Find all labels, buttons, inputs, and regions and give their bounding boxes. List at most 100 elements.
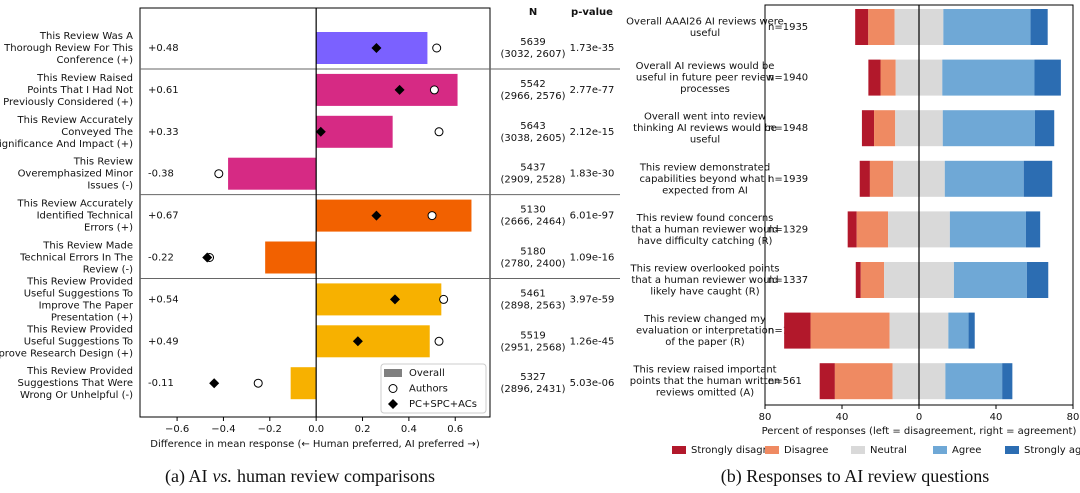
bar-segment [1002,363,1013,400]
category-label: This Review Was A Thorough Review For Thi… [3,31,133,66]
n-label: n=1940 [768,73,808,84]
text-line: Conveyed The [61,127,133,138]
x-axis-label: Difference in mean response (← Human pre… [150,439,480,450]
caption-a: (a) AI vs. human review comparisons [165,466,435,487]
bar-segment [1025,211,1041,248]
text-line: Technical Errors In The [19,253,133,264]
bar-segment [943,9,1031,45]
p-value: 1.26e-45 [570,336,615,347]
text-line: Improve The Paper [39,300,134,311]
value-label: +0.61 [148,85,179,96]
n-split: (2896, 2431) [500,384,565,395]
legend-label: Strongly disagree [691,445,779,456]
text-line: This review overlooked points [629,264,779,275]
category-label: This Review Provided Suggestions That Wer… [18,366,134,401]
plot-frame [139,7,491,418]
bar-segment [948,312,969,349]
text-line: This review found concerns [636,213,774,224]
n-total: 5327 [520,372,545,383]
x-tick-label: 80 [1067,412,1080,423]
text-line: Improve Research Design (+) [0,348,133,359]
bar-segment [869,160,894,197]
bar-segment [1034,59,1061,96]
bar-segment [847,211,857,248]
category-label: This Review Provided Useful Suggestions T… [24,276,134,323]
value-label: +0.54 [148,294,179,305]
x-tick-label: −0.6 [165,424,189,435]
n-split: (2666, 2464) [500,217,565,228]
bar-segment [810,312,890,349]
bar-segment [949,211,1026,248]
text-line: This review demonstrated [639,162,770,173]
text-line: Identified Technical [37,211,133,222]
n-label: n=1337 [768,275,808,286]
value-label: +0.48 [148,43,179,54]
value-label: -0.22 [148,253,174,264]
n-total: 5437 [520,163,545,174]
text-line: Overall AAAI26 AI reviews were [626,16,784,27]
legend-swatch [384,369,402,377]
n-total: 5639 [520,37,545,48]
point-marker [214,169,224,179]
text-line: that a human reviewer would [631,275,778,286]
point-marker [432,43,442,53]
n-split: (2780, 2400) [500,259,565,270]
x-tick-label: 40 [836,412,849,423]
p-value: 5.03e-06 [570,378,615,389]
point-marker [434,127,444,137]
legend-swatch [933,446,947,454]
point-marker [439,294,449,304]
p-value: 2.12e-15 [570,127,615,138]
n-label: n=561 [768,376,802,387]
p-value: 1.83e-30 [570,169,615,180]
text-line: expected from AI [662,185,748,196]
caption-b: (b) Responses to AI review questions [721,466,989,487]
n-label: n=1939 [768,174,808,185]
text-line: This Review Provided [26,366,133,377]
table-header: p-value [571,7,613,18]
n-split: (2909, 2528) [500,175,565,186]
n-total: 5130 [520,205,545,216]
text-line: Review (-) [83,265,133,276]
text-line: reviews omitted (A) [656,388,754,399]
bar-segment [868,59,881,96]
point-marker [388,384,398,393]
text-line: useful [690,135,720,146]
point-marker [209,378,220,389]
text-line: Overemphasized Minor [18,169,134,180]
text-line: that a human reviewer would [631,224,778,235]
value-label: +0.67 [148,211,179,222]
text-line: Points That I Had Not [27,85,133,96]
category-label: This Review Accurately Identified Technic… [17,199,134,234]
text-line: useful [690,28,720,39]
n-total: 5519 [520,330,545,341]
legend-swatch [1005,446,1019,454]
text-line: capabilities beyond what I [639,174,770,185]
caption-part: (a) AI [165,466,207,487]
bar-segment [942,59,1035,96]
legend-label: Neutral [870,445,907,456]
text-line: have difficulty catching (R) [638,236,773,247]
n-total: 5461 [520,288,545,299]
n-label: n=1935 [768,22,808,33]
bar-segment [1026,262,1049,298]
text-line: This Review Provided [26,276,133,287]
bar-segment [874,110,896,147]
point-marker [427,211,437,221]
text-line: This Review Provided [26,324,133,335]
text-line: Suggestions That Were [18,378,133,389]
category-label: This review demonstrated capabilities bey… [639,162,771,196]
bar-segment [784,312,811,349]
table-header: N [529,7,537,18]
n-split: (2898, 2563) [500,300,565,311]
text-line: Significance And Impact (+) [0,139,133,150]
value-label: -0.38 [148,169,174,180]
n-split: (2951, 2568) [500,342,565,353]
point-marker [253,378,263,388]
bar-segment [953,262,1027,298]
bar-segment [819,363,835,400]
text-line: of the paper (R) [665,337,745,348]
text-line: points that the human written [630,376,780,387]
text-line: This Review Accurately [17,115,134,126]
text-line: This Review [73,157,133,168]
